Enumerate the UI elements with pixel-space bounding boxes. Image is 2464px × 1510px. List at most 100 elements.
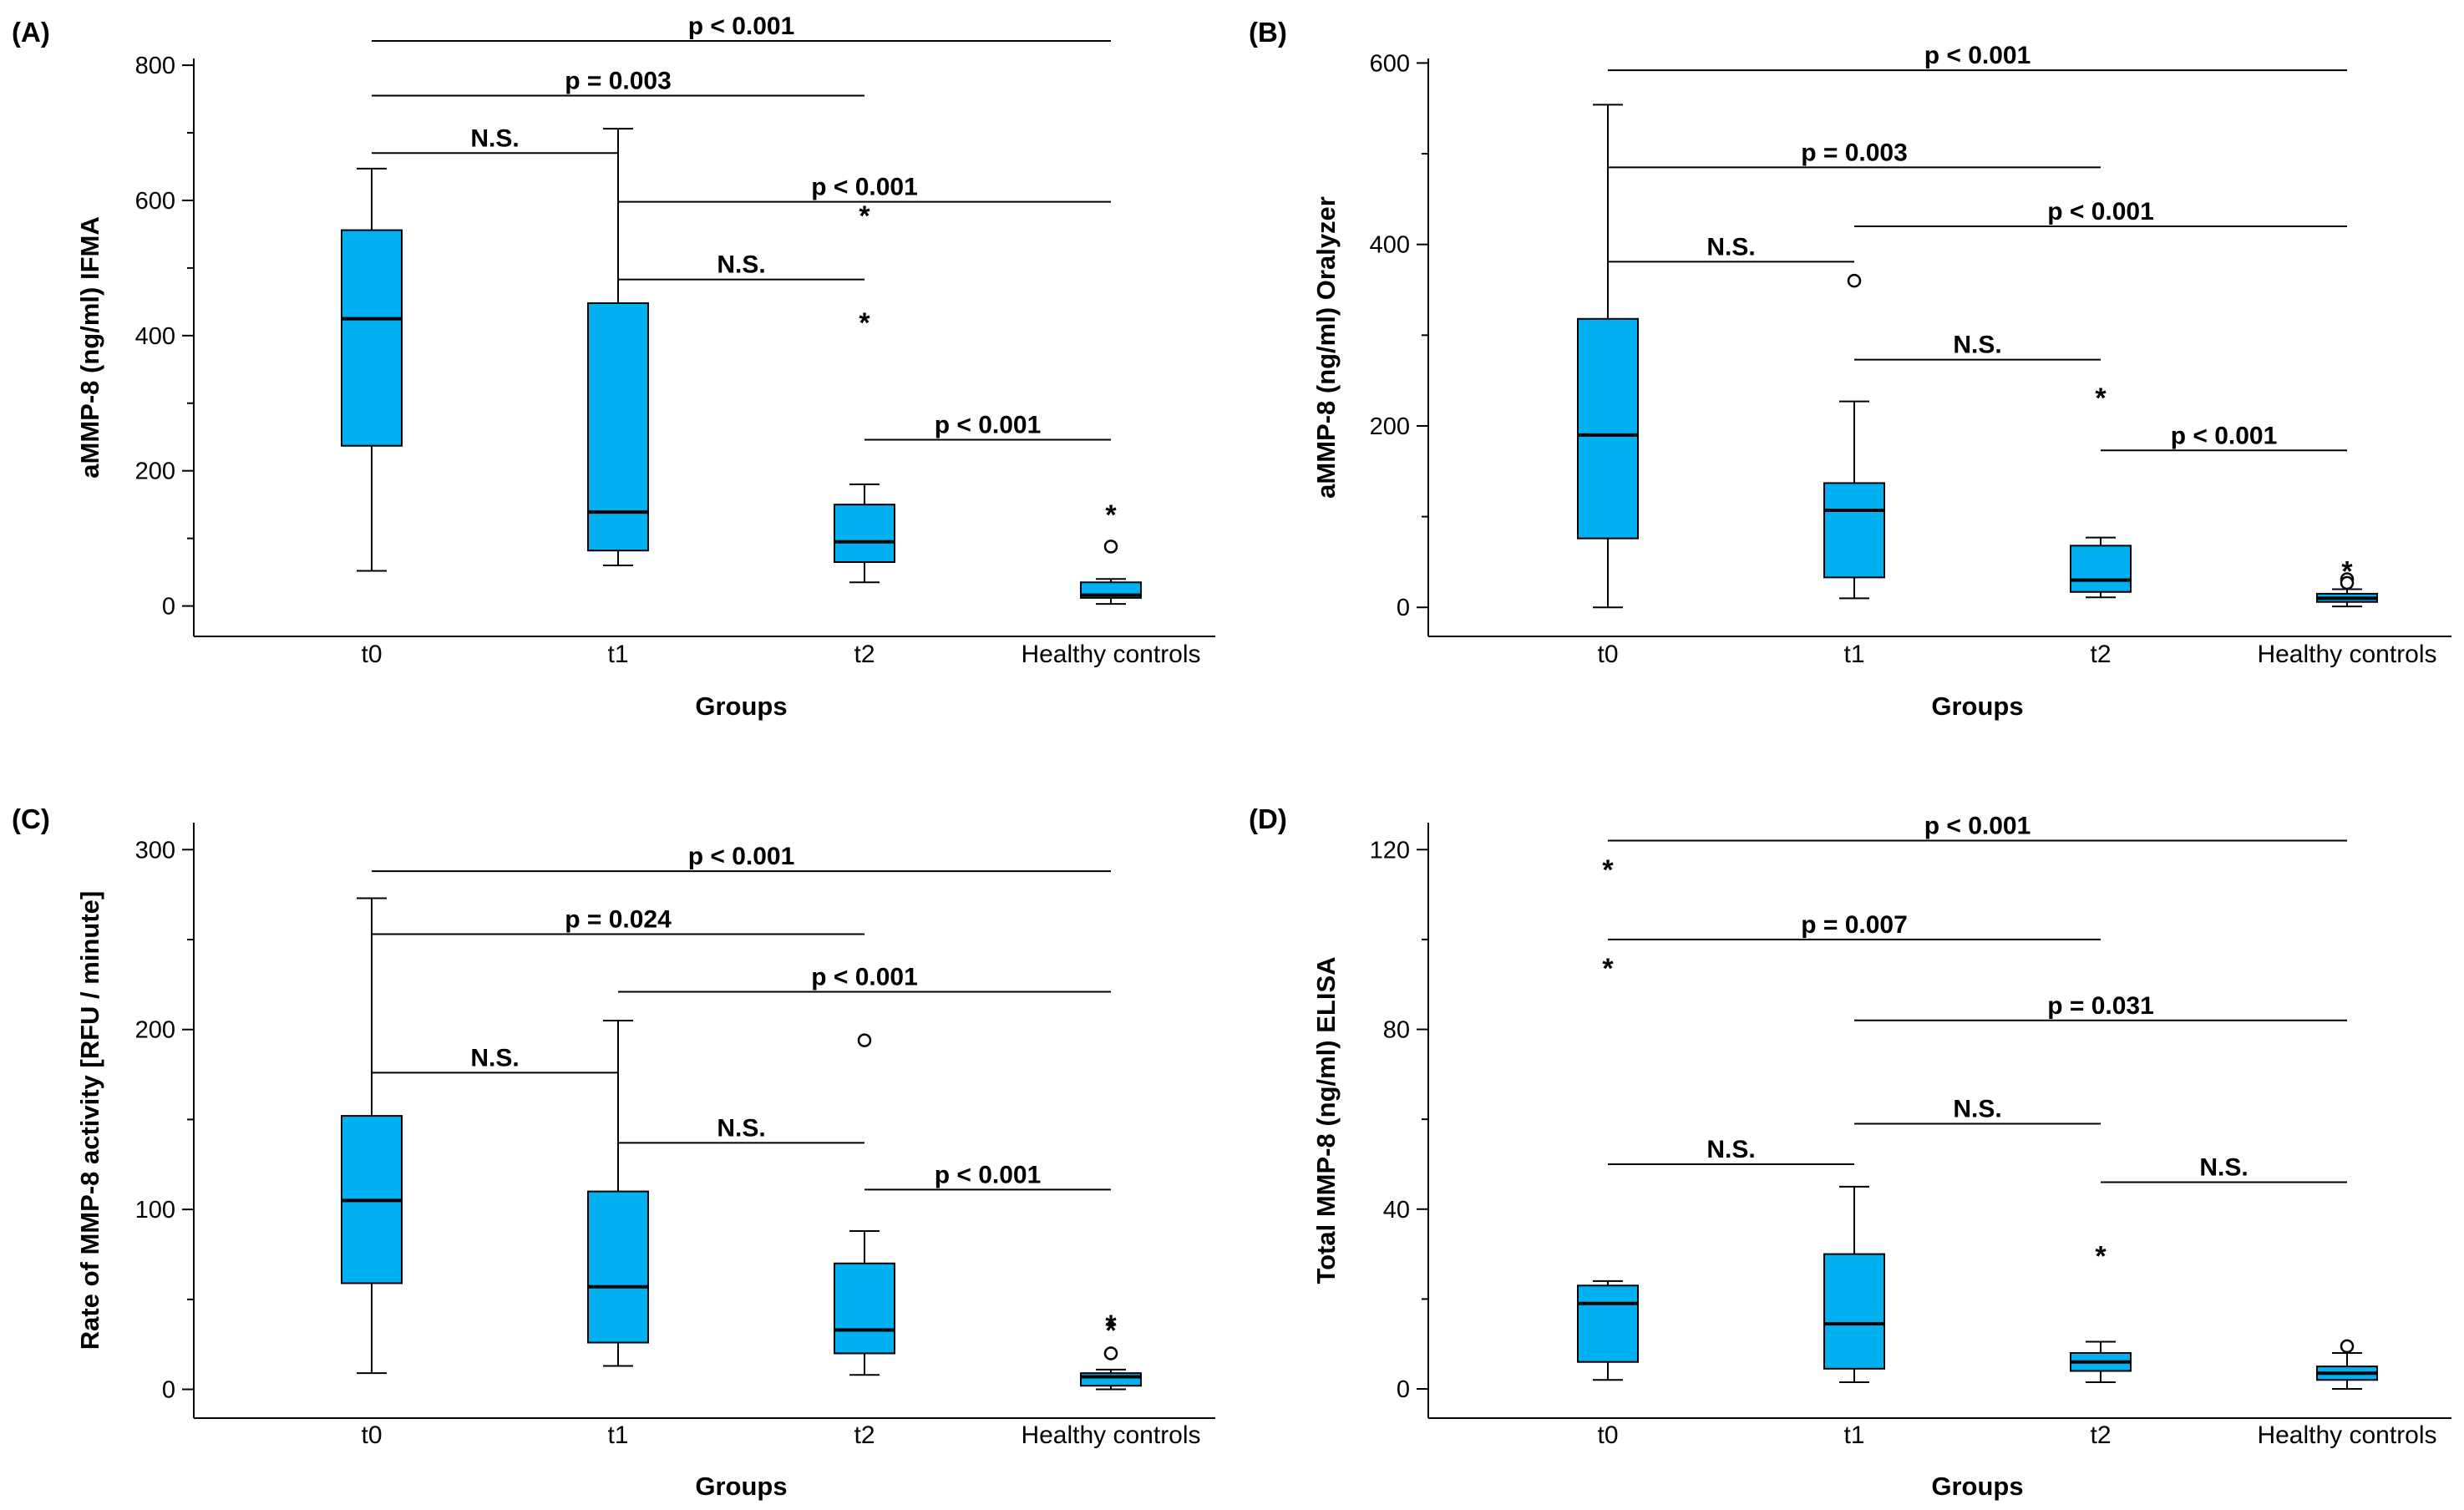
x-category-label: t0 <box>1597 641 1618 668</box>
x-category-label: Healthy controls <box>1021 1421 1200 1449</box>
significance-label: p = 0.003 <box>565 68 672 95</box>
outlier-star: * <box>2095 1241 2107 1273</box>
box-t2 <box>834 1229 895 1376</box>
y-tick-label: 200 <box>135 459 175 485</box>
box-t1 <box>587 128 649 567</box>
significance-label: p < 0.001 <box>1924 813 2031 840</box>
significance-label: N.S. <box>1706 1136 1755 1163</box>
box-t1 <box>1823 400 1885 600</box>
box-t0 <box>341 167 403 572</box>
outlier-circle <box>1103 1346 1118 1361</box>
box-t2 <box>2070 1340 2132 1383</box>
box-healthy-controls <box>2316 588 2378 608</box>
significance-label: p = 0.007 <box>1801 911 1908 939</box>
outlier-circle <box>1847 273 1862 288</box>
outlier-circle <box>1103 540 1118 554</box>
x-category-label: t2 <box>854 641 875 668</box>
box-t0 <box>1577 1279 1639 1381</box>
panel-a: (A) 0 200 400 600 800 aMMP-8 (ng/ml) IFMA t0 t1 t… <box>12 13 1215 721</box>
significance-label: N.S. <box>717 251 765 279</box>
box-healthy-controls <box>2316 1351 2378 1391</box>
panel-b: (B) 0 200 400 600 aMMP-8 (ng/ml) Oralyzer t0 t1… <box>1249 17 2451 721</box>
panel-c: (C) 0 100 200 300 Rate of MMP-8 activity [RFU… <box>12 803 1215 1501</box>
significance-label: N.S. <box>470 1044 519 1072</box>
y-tick-label: 40 <box>1383 1197 1410 1224</box>
significance-label: p < 0.001 <box>1924 42 2031 69</box>
significance-label: p < 0.001 <box>935 1161 1042 1188</box>
significance-label: N.S. <box>1953 1096 2001 1123</box>
x-category-label: t1 <box>607 641 628 668</box>
x-axis-title: Groups <box>695 692 787 721</box>
x-category-label: t2 <box>2090 1421 2111 1449</box>
y-tick-label: 400 <box>1370 232 1410 259</box>
x-category-label: t1 <box>1843 1421 1864 1449</box>
iqr-box <box>1577 317 1639 540</box>
significance-label: N.S. <box>2199 1153 2248 1181</box>
x-axis-title: Groups <box>1931 1472 2023 1501</box>
y-axis-title: Rate of MMP-8 activity [RFU / minute] <box>75 891 104 1350</box>
y-tick-label: 80 <box>1383 1017 1410 1044</box>
panel-label: (A) <box>12 17 50 48</box>
iqr-box <box>587 301 649 552</box>
iqr-box <box>587 1190 649 1344</box>
y-axis-title: aMMP-8 (ng/ml) IFMA <box>75 216 104 478</box>
x-category-label: Healthy controls <box>1021 641 1200 668</box>
significance-label: N.S. <box>717 1114 765 1142</box>
y-tick-label: 100 <box>135 1197 175 1224</box>
y-tick-label: 0 <box>162 594 175 621</box>
significance-label: p < 0.001 <box>811 174 918 201</box>
x-category-label: t0 <box>361 641 382 668</box>
panel-label: (D) <box>1249 803 1287 834</box>
outlier-star: * <box>1602 854 1614 886</box>
outlier-star: * <box>1105 1315 1117 1346</box>
significance-label: p = 0.031 <box>2047 992 2154 1020</box>
x-category-label: t2 <box>854 1421 875 1449</box>
outlier-star: * <box>1105 1310 1117 1341</box>
significance-label: p = 0.024 <box>565 906 672 934</box>
y-tick-label: 300 <box>135 837 175 864</box>
box-t1 <box>1823 1185 1885 1383</box>
outlier-star: * <box>1105 499 1117 531</box>
iqr-box <box>1823 1253 1885 1370</box>
outlier-star: * <box>1602 953 1614 985</box>
panel-label: (C) <box>12 803 50 834</box>
y-axis-title: Total MMP-8 (ng/ml) ELISA <box>1311 956 1341 1284</box>
x-category-label: t0 <box>361 1421 382 1449</box>
x-category-label: Healthy controls <box>2257 641 2436 668</box>
y-tick-label: 120 <box>1370 837 1410 864</box>
significance-label: p < 0.001 <box>2171 422 2278 449</box>
significance-label: N.S. <box>1706 233 1755 261</box>
x-axis-title: Groups <box>695 1472 787 1501</box>
panel-label: (B) <box>1249 17 1287 48</box>
significance-label: p < 0.001 <box>2047 198 2154 225</box>
y-tick-label: 800 <box>135 53 175 79</box>
outlier-circle <box>857 1033 872 1047</box>
significance-label: N.S. <box>470 124 519 152</box>
outlier-star: * <box>859 200 870 232</box>
y-tick-label: 0 <box>1397 595 1410 621</box>
box-healthy-controls <box>1080 1368 1142 1391</box>
y-tick-label: 200 <box>135 1017 175 1044</box>
y-tick-label: 0 <box>162 1377 175 1404</box>
iqr-box <box>341 229 403 447</box>
significance-label: p < 0.001 <box>688 13 795 40</box>
outlier-circle <box>2340 1339 2355 1354</box>
x-category-label: t2 <box>2090 641 2111 668</box>
box-t1 <box>587 1019 649 1367</box>
y-tick-label: 200 <box>1370 413 1410 440</box>
significance-label: N.S. <box>1953 332 2001 359</box>
significance-label: p < 0.001 <box>688 843 795 870</box>
iqr-box <box>834 1262 895 1355</box>
outlier-circle <box>2340 575 2355 590</box>
x-axis-title: Groups <box>1931 692 2023 721</box>
x-category-label: t0 <box>1597 1421 1618 1449</box>
box-t2 <box>834 483 895 584</box>
significance-label: p < 0.001 <box>935 411 1042 438</box>
outlier-star: * <box>859 307 870 339</box>
x-category-label: t1 <box>1843 641 1864 668</box>
iqr-box <box>1577 1285 1639 1363</box>
y-tick-label: 600 <box>1370 50 1410 77</box>
box-t0 <box>341 897 403 1375</box>
y-tick-label: 400 <box>135 323 175 350</box>
